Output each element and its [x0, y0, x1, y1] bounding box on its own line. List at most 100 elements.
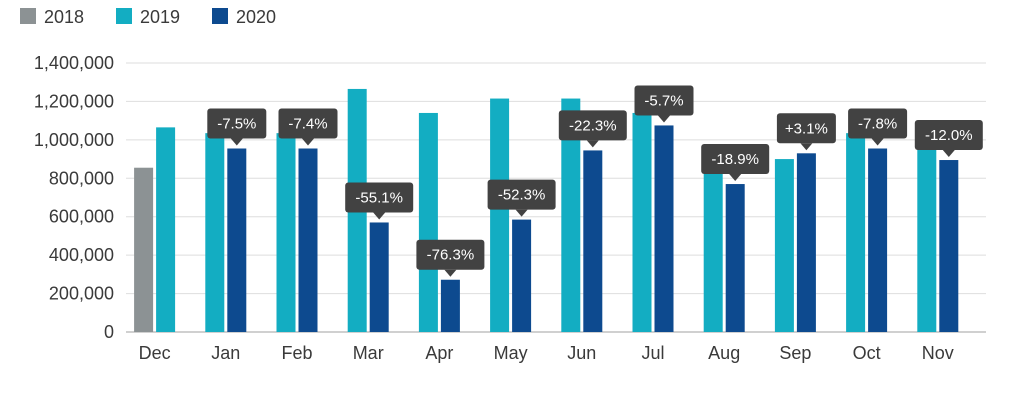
bubble-box	[848, 108, 908, 139]
bubble-box	[701, 144, 770, 175]
y-axis: 0 200,000 400,000 600,000 800,000 1,000,000 1,…	[34, 53, 114, 342]
x-tick-label: Apr	[425, 343, 453, 363]
change-bubble: -7.8%	[848, 108, 908, 146]
change-bubble: -22.3%	[558, 110, 627, 148]
x-tick-label: Sep	[779, 343, 811, 363]
bar-2019-aug	[703, 149, 723, 332]
x-tick-label: Jun	[567, 343, 596, 363]
bubble-box	[776, 113, 836, 144]
bubble-pointer	[871, 138, 884, 146]
bubble-label: -55.1%	[355, 189, 403, 206]
bar-2020-nov	[939, 160, 959, 332]
x-tick-label: Aug	[708, 343, 740, 363]
bar-2020-jul	[654, 125, 674, 332]
legend-label: 2020	[236, 7, 276, 27]
bar-2020-mar	[369, 222, 389, 332]
bubble-label: -52.3%	[498, 187, 546, 204]
change-bubble: -5.7%	[634, 85, 694, 123]
bar-2020-apr	[440, 279, 460, 332]
bubble-box	[416, 239, 485, 270]
bar-2020-sep	[796, 153, 816, 332]
bar-2019-dec	[156, 127, 176, 332]
bubble-label: -7.4%	[288, 116, 327, 133]
x-tick-label: May	[494, 343, 528, 363]
bar-2020-jan	[227, 148, 247, 332]
change-bubble: -52.3%	[487, 179, 556, 217]
x-tick-label: Mar	[353, 343, 384, 363]
bubble-pointer	[230, 138, 243, 146]
bar-2019-sep	[774, 159, 794, 332]
bubble-label: -7.5%	[217, 116, 256, 133]
bubble-pointer	[373, 212, 386, 220]
bubble-box	[278, 108, 338, 139]
change-bubble: -55.1%	[345, 182, 414, 220]
bubble-pointer	[302, 138, 314, 146]
x-tick-label: Dec	[139, 343, 171, 363]
x-axis: Dec Jan Feb Mar Apr May Jun Jul Aug Sep Oct Nov	[139, 343, 954, 363]
bar-2019-feb	[276, 133, 296, 332]
y-tick-label: 400,000	[49, 245, 114, 265]
change-bubble: -12.0%	[914, 120, 983, 158]
bar-2019-may	[490, 98, 510, 333]
bar-2020-jun	[583, 150, 603, 332]
bubble-label: -18.9%	[711, 151, 759, 168]
bubble-pointer	[800, 143, 813, 151]
bubble-label: -5.7%	[644, 92, 683, 109]
bubble-pointer	[444, 269, 457, 277]
legend-label: 2018	[44, 7, 84, 27]
bubble-box	[345, 182, 414, 213]
bubble-pointer	[942, 150, 955, 158]
bar-2020-aug	[725, 184, 745, 332]
change-bubble: -7.4%	[278, 108, 338, 146]
change-bubble: -7.5%	[207, 108, 267, 146]
y-tick-label: 0	[104, 322, 114, 342]
bar-2020-may	[512, 219, 532, 332]
bar-2018-dec	[134, 167, 154, 332]
bubble-label: -7.8%	[858, 116, 897, 133]
bar-2019-nov	[917, 136, 937, 332]
bar-2019-jun	[561, 98, 581, 333]
legend-swatch	[116, 8, 132, 24]
bar-2019-jul	[632, 112, 652, 332]
bar-2020-feb	[298, 148, 318, 332]
bubble-pointer	[515, 209, 528, 217]
annotations: -7.5% -7.4% -55.1% -76.3% -52.3% -22.3% -5.7% -…	[207, 85, 983, 277]
x-tick-label: Jan	[211, 343, 240, 363]
y-tick-label: 1,400,000	[34, 53, 114, 73]
x-tick-label: Oct	[853, 343, 881, 363]
bars	[134, 88, 959, 333]
x-tick-label: Feb	[281, 343, 312, 363]
bar-2019-jan	[205, 133, 225, 332]
change-bubble: -76.3%	[416, 239, 485, 277]
change-bubble: +3.1%	[776, 113, 836, 151]
bubble-label: -76.3%	[427, 247, 475, 264]
legend-swatch	[20, 8, 36, 24]
bubble-box	[914, 120, 983, 151]
legend-swatch	[212, 8, 228, 24]
y-tick-label: 200,000	[49, 284, 114, 304]
legend-item-2019: 2019	[116, 7, 180, 27]
y-tick-label: 600,000	[49, 207, 114, 227]
x-tick-label: Jul	[641, 343, 664, 363]
bubble-box	[487, 179, 556, 210]
bubble-box	[558, 110, 627, 141]
bubble-label: +3.1%	[785, 120, 828, 137]
grid-lines	[126, 62, 986, 333]
x-tick-label: Nov	[922, 343, 954, 363]
bar-2019-apr	[418, 112, 438, 332]
y-tick-label: 1,200,000	[34, 91, 114, 111]
change-bubble: -18.9%	[701, 144, 770, 182]
y-tick-label: 800,000	[49, 168, 114, 188]
y-tick-label: 1,000,000	[34, 130, 114, 150]
bubble-label: -12.0%	[925, 127, 973, 144]
bubble-box	[634, 85, 694, 116]
bubble-pointer	[658, 115, 670, 123]
legend-item-2020: 2020	[212, 7, 276, 27]
bar-2020-oct	[868, 148, 888, 332]
bubble-label: -22.3%	[569, 117, 617, 134]
bubble-pointer	[729, 174, 742, 182]
legend: 2018 2019 2020	[20, 7, 276, 27]
legend-item-2018: 2018	[20, 7, 84, 27]
bubble-pointer	[586, 140, 599, 148]
